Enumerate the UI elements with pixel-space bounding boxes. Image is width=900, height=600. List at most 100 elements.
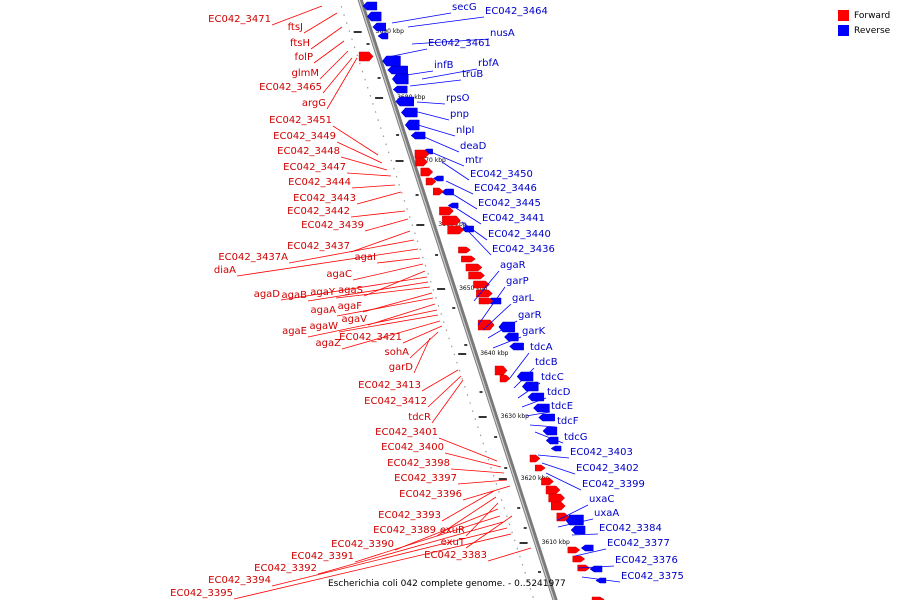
gene-leader-line: [444, 452, 502, 468]
reverse-gene-label: tdcF: [557, 416, 579, 427]
forward-gene-label: sohA: [384, 347, 409, 358]
forward-gene-label: exuR: [440, 525, 465, 536]
reverse-gene-label: EC042_3464: [485, 6, 548, 17]
reverse-gene-label: EC042_3440: [488, 229, 551, 240]
gene-leader-line: [280, 276, 428, 301]
forward-gene-block: [439, 206, 454, 216]
reverse-gene-label: nlpI: [456, 125, 474, 136]
gene-leader-line: [482, 303, 512, 331]
legend-forward: Forward: [838, 8, 898, 23]
reverse-gene-label: EC042_3402: [576, 463, 639, 474]
gene-leader-line: [307, 309, 438, 338]
gene-leader-line: [541, 462, 576, 475]
forward-gene-label: glmM: [292, 68, 320, 79]
forward-gene-label: EC042_3398: [387, 458, 450, 469]
reverse-gene-label: garR: [518, 310, 542, 321]
gene-leader-line: [509, 352, 530, 379]
forward-gene-label: EC042_3448: [277, 146, 340, 157]
forward-gene-label: EC042_3400: [381, 442, 444, 453]
gene-leader-line: [427, 375, 462, 408]
gene-leader-line: [271, 5, 323, 26]
forward-gene-block: [468, 271, 485, 280]
gene-leader-line: [341, 320, 441, 350]
forward-gene-block: [433, 187, 444, 196]
gene-leader-line: [335, 286, 431, 299]
forward-gene-label: agaY: [310, 287, 336, 298]
gene-leader-line: [310, 26, 343, 50]
gene-leader-line: [413, 110, 450, 121]
gene-leader-line: [421, 68, 478, 80]
reverse-gene-label: mtr: [465, 155, 484, 166]
gene-leader-line: [445, 180, 474, 195]
forward-gene-block: [478, 297, 494, 305]
forward-gene-label: tdcR: [408, 412, 431, 423]
forward-gene-label: EC042_3437: [287, 241, 350, 252]
gene-leader-line: [525, 411, 551, 417]
gene-leader-line: [467, 230, 492, 256]
forward-gene-block: [425, 177, 437, 186]
gene-leader-line: [425, 149, 465, 167]
forward-gene-block: [534, 464, 546, 472]
reverse-gene-label: EC042_3377: [607, 538, 670, 549]
gene-leader-line: [413, 337, 431, 374]
gene-leader-line: [477, 286, 506, 326]
forward-gene-block: [541, 477, 554, 486]
gene-leader-line: [387, 48, 428, 58]
forward-gene-label: EC042_3401: [375, 427, 438, 438]
reverse-gene-block: [509, 342, 524, 351]
reverse-gene-label: EC042_3399: [582, 479, 645, 490]
gene-leader-line: [307, 281, 429, 302]
legend-forward-label: Forward: [854, 10, 891, 21]
gene-leader-line: [288, 239, 415, 264]
forward-gene-label: argG: [302, 98, 326, 109]
gene-leader-line: [271, 527, 508, 587]
gene-leader-line: [336, 297, 434, 317]
gene-leader-line: [450, 192, 478, 210]
forward-gene-label: EC042_3465: [259, 82, 322, 93]
gene-leader-line: [411, 38, 490, 45]
forward-gene-label: agaC: [326, 269, 352, 280]
forward-gene-block: [458, 246, 471, 254]
forward-gene-block: [548, 493, 566, 503]
reverse-gene-label: EC042_3461: [428, 38, 491, 49]
gene-leader-line: [421, 369, 459, 392]
gene-leader-line: [417, 124, 456, 137]
forward-gene-label: garD: [389, 362, 414, 373]
reverse-gene-block: [521, 381, 539, 392]
forward-gene-block: [545, 485, 561, 495]
gene-leader-line: [332, 125, 379, 156]
reverse-gene-block: [400, 107, 418, 118]
forward-gene-label: EC042_3413: [358, 380, 421, 391]
reverse-gene-block: [387, 65, 408, 75]
forward-gene-label: EC042_3443: [293, 193, 356, 204]
gene-leader-line: [303, 12, 338, 34]
reverse-gene-label: secG: [452, 2, 477, 13]
reverse-gene-block: [395, 96, 414, 107]
forward-gene-label: EC042_3444: [288, 177, 351, 188]
gene-leader-line: [455, 207, 482, 225]
reverse-gene-block: [372, 22, 386, 32]
forward-gene-block: [461, 255, 476, 263]
forward-gene-block: [414, 149, 430, 159]
reverse-gene-label: deaD: [460, 141, 487, 152]
reverse-gene-block: [392, 85, 408, 94]
reverse-gene-block: [538, 413, 555, 422]
gene-leader-line: [394, 508, 499, 551]
reverse-gene-label: tdcB: [535, 357, 558, 368]
backbone-highlight: [358, 0, 555, 600]
gene-leader-line: [577, 565, 615, 569]
forward-gene-label: exuT: [441, 537, 466, 548]
forward-gene-label: EC042_3412: [364, 396, 427, 407]
forward-gene-block: [494, 365, 508, 376]
gene-leader-line: [340, 156, 388, 171]
gene-leader-line: [438, 437, 498, 462]
reverse-gene-label: rbfA: [478, 58, 499, 69]
gene-leader-line: [391, 12, 452, 24]
gene-leader-line: [513, 367, 535, 389]
legend: Forward Reverse: [838, 8, 898, 38]
gene-leader-line: [399, 70, 434, 77]
gene-leader-line: [581, 576, 621, 583]
tick-label: 3630 kbp: [501, 413, 529, 420]
forward-gene-label: EC042_3437A: [218, 252, 288, 263]
